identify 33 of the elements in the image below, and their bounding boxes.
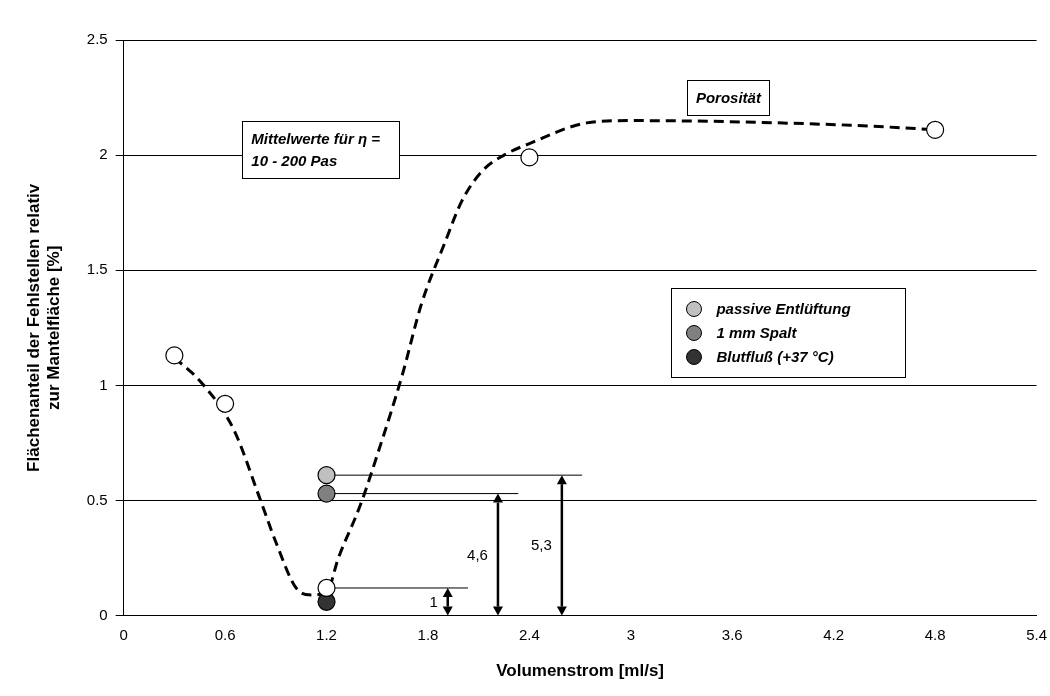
x-tick-label: 0.6 — [214, 625, 236, 643]
annotation: Mittelwerte für η = 10 - 200 Pas — [242, 120, 401, 179]
y-tick-label: 2 — [99, 145, 108, 163]
x-tick-label: 5.4 — [1026, 625, 1047, 643]
y-tick-label: 2.5 — [86, 30, 108, 48]
y-tick-label: 0.5 — [86, 490, 108, 508]
legend-label: Blutfluß (+37 °C) — [716, 348, 834, 365]
annotation: 5,3 — [531, 536, 552, 554]
point — [215, 394, 235, 413]
point — [520, 148, 539, 167]
x-tick-label: 3.6 — [721, 625, 743, 643]
x-tick-label: 0 — [119, 625, 128, 643]
y-tick-label: 1 — [99, 375, 108, 393]
point — [317, 466, 336, 485]
x-tick-label: 3 — [626, 625, 635, 643]
annotation: 1 — [429, 592, 438, 610]
y-axis-title: Flächenanteil der Fehlstellen relativ zur Mantelfläche [%] — [23, 183, 64, 472]
point — [926, 120, 945, 139]
point — [317, 578, 336, 598]
x-tick-label: 1.2 — [316, 625, 337, 643]
y-tick-label: 0 — [99, 605, 108, 623]
y-tick-label: 1.5 — [86, 260, 108, 278]
x-tick-label: 2.4 — [518, 625, 540, 643]
annotation: 4,6 — [467, 545, 488, 563]
point — [165, 346, 184, 365]
point — [317, 484, 336, 503]
annotation: Porosität — [686, 80, 770, 117]
legend-label: passive Entlüftung — [716, 300, 851, 317]
legend-label: 1 mm Spalt — [716, 324, 797, 341]
x-tick-label: 4.2 — [823, 625, 845, 643]
x-tick-label: 1.8 — [417, 625, 439, 643]
x-tick-label: 4.8 — [924, 625, 946, 643]
x-axis-title: Volumenstrom [ml/s] — [496, 661, 665, 681]
